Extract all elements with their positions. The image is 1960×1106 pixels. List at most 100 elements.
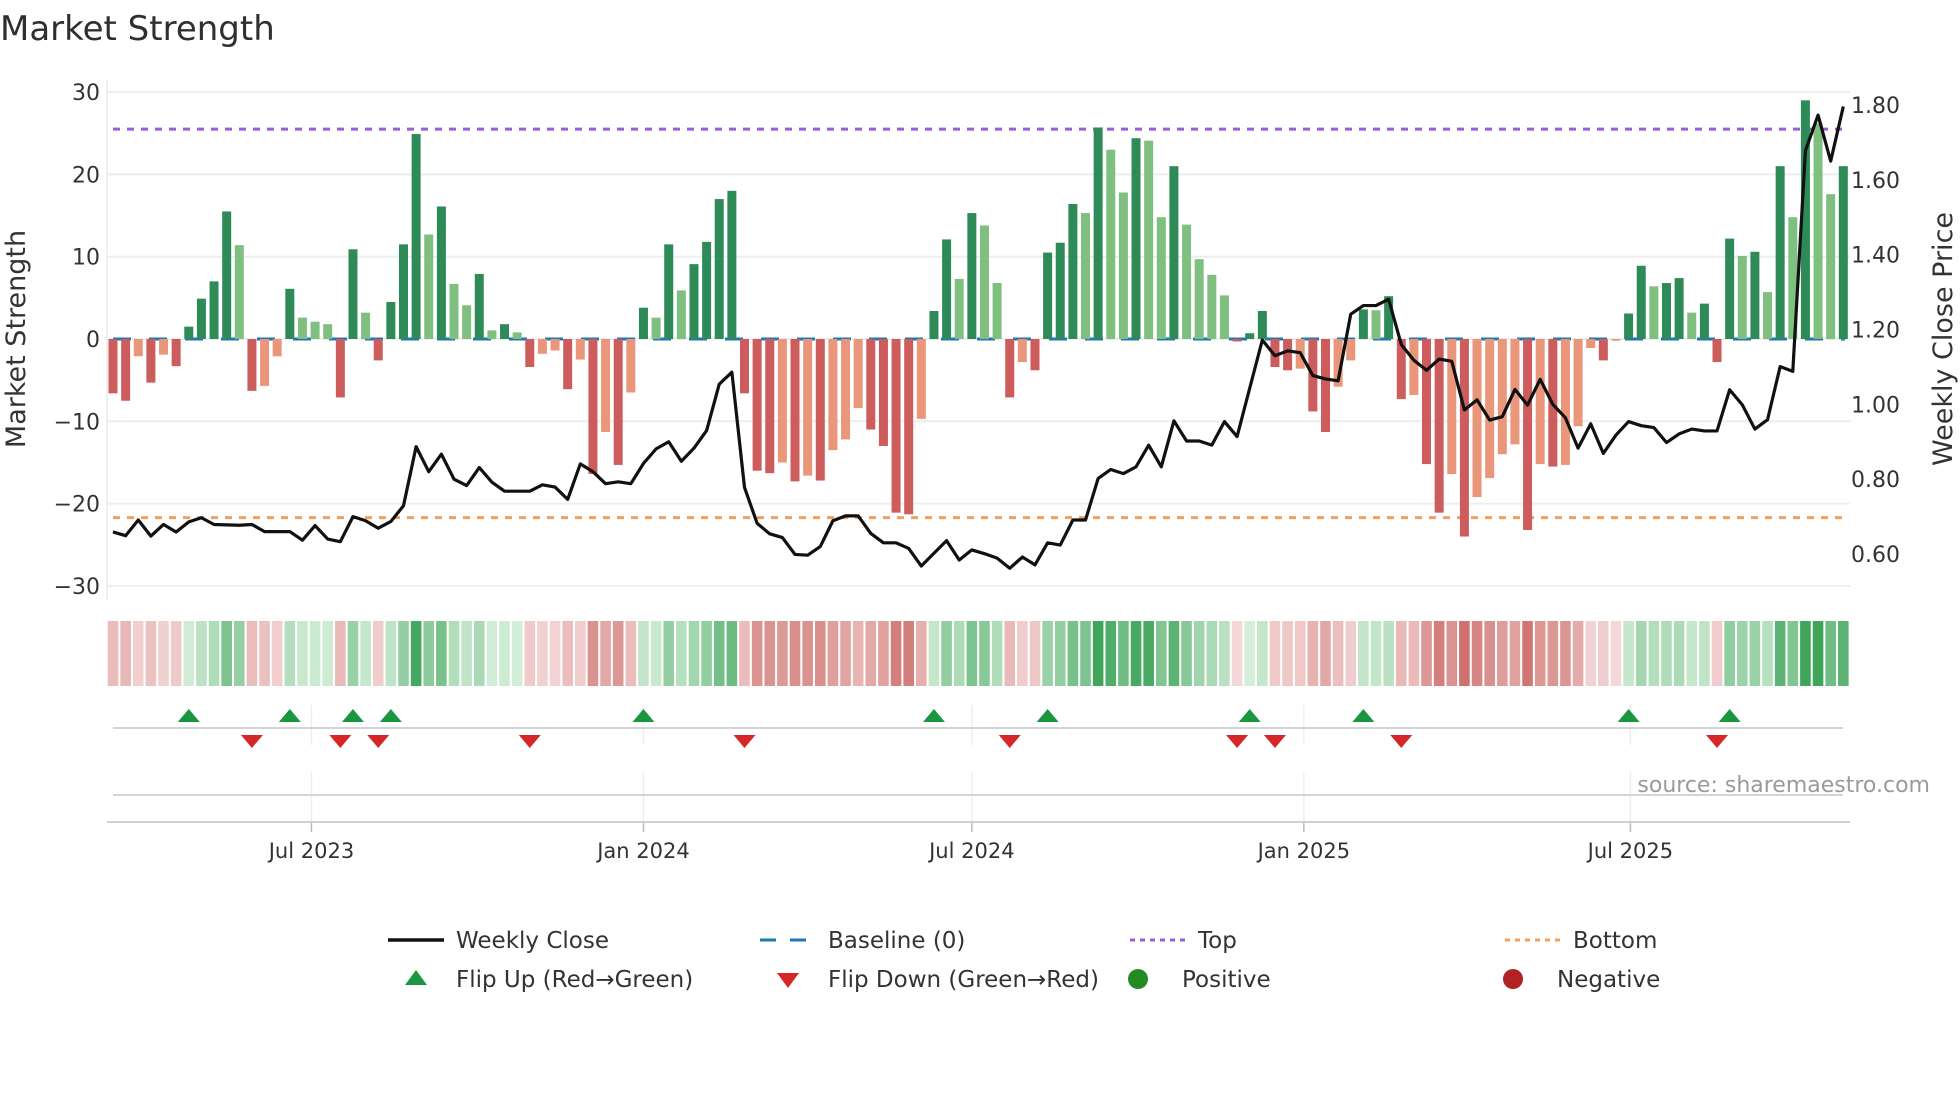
strength-cell — [802, 621, 813, 686]
strength-cell — [1092, 621, 1104, 686]
strength-cell — [1358, 621, 1369, 686]
strength-cell — [852, 621, 864, 686]
strength-cell — [549, 621, 561, 686]
legend-item-dot-top: Top — [1130, 928, 1237, 954]
strength-bar — [537, 339, 547, 354]
strength-cell — [1067, 621, 1079, 686]
strength-cell — [941, 621, 952, 686]
strength-cell — [158, 621, 169, 686]
strength-cell — [1130, 621, 1142, 686]
flip-up-marker — [1718, 709, 1741, 722]
strength-bar — [1283, 339, 1293, 371]
strength-bar — [1434, 339, 1444, 513]
strength-cell — [309, 621, 321, 686]
strength-bar — [1687, 312, 1697, 339]
strength-bar — [689, 264, 699, 339]
strength-bar — [171, 339, 181, 367]
strength-bar — [1245, 333, 1255, 339]
strength-bar — [108, 339, 118, 394]
strength-bar — [424, 234, 434, 339]
flip-down-marker — [240, 735, 263, 748]
strength-cell — [1787, 621, 1799, 686]
strength-cell — [1572, 621, 1584, 686]
y2-tick-label: 0.80 — [1851, 468, 1900, 493]
strength-cell — [1534, 621, 1546, 686]
strength-bar — [1320, 339, 1330, 432]
strength-bar — [1232, 339, 1242, 342]
strength-bar — [323, 324, 333, 339]
strength-bar — [588, 339, 598, 474]
strength-cell — [587, 621, 599, 686]
flip-up-marker — [1238, 709, 1261, 722]
strength-cell — [1080, 621, 1091, 686]
strength-bar — [942, 239, 952, 339]
strength-bar — [651, 317, 661, 339]
strength-bar — [1560, 339, 1570, 465]
strength-cell — [600, 621, 611, 686]
strength-bar — [1346, 339, 1356, 361]
strength-cell — [966, 621, 978, 686]
strength-bar — [702, 241, 712, 339]
strength-cell — [1509, 621, 1521, 686]
strength-bar — [1093, 127, 1103, 339]
strength-bar — [462, 305, 472, 339]
strength-bar — [664, 244, 674, 339]
strength-cell — [234, 621, 245, 686]
legend-label: Negative — [1557, 967, 1660, 993]
strength-cell — [916, 621, 927, 686]
strength-cell — [423, 621, 435, 686]
legend-item-dash: Baseline (0) — [760, 928, 965, 954]
strength-bar — [1813, 123, 1823, 340]
strength-bar — [1459, 339, 1469, 537]
strength-bar — [1219, 295, 1229, 339]
strength-bar — [601, 339, 611, 432]
strength-bar — [1624, 313, 1634, 339]
strength-bar — [1750, 251, 1760, 339]
strength-bar — [512, 332, 522, 339]
strength-cell — [259, 621, 270, 686]
strength-bar — [487, 330, 497, 339]
strength-bar — [1573, 339, 1583, 427]
y-tick-label: 10 — [72, 246, 100, 271]
flip-down-marker — [1263, 735, 1286, 748]
strength-cell — [1029, 621, 1041, 686]
strength-bar — [866, 339, 876, 430]
strength-bar — [777, 339, 787, 463]
strength-cell — [1105, 621, 1117, 686]
y2-tick-label: 1.40 — [1851, 244, 1900, 269]
chart-title: Market Strength — [0, 9, 275, 49]
strength-cell — [1724, 621, 1735, 686]
strength-bar — [979, 225, 989, 339]
strength-bar — [1788, 217, 1798, 339]
flip-up-marker — [379, 709, 402, 722]
strength-bar — [626, 339, 636, 393]
strength-bar — [133, 339, 143, 357]
flip-up-marker — [1617, 709, 1640, 722]
strength-bar — [891, 339, 901, 513]
strength-bar — [373, 339, 383, 361]
strength-cell — [436, 621, 447, 686]
strength-bar — [247, 339, 257, 391]
strength-bar — [1270, 339, 1280, 367]
strength-cell — [1610, 621, 1622, 686]
strength-cell — [1345, 621, 1357, 686]
strength-cell — [1307, 621, 1319, 686]
strength-cell — [1686, 621, 1698, 686]
strength-cell — [297, 621, 308, 686]
flip-down-marker — [329, 735, 352, 748]
strength-cell — [1206, 621, 1218, 686]
strength-cell — [511, 621, 523, 686]
strength-bar — [714, 199, 724, 339]
y2-tick-label: 1.00 — [1851, 393, 1900, 418]
legend-label: Flip Up (Red→Green) — [456, 967, 693, 993]
strength-cell — [347, 621, 359, 686]
strength-bar — [361, 312, 371, 339]
legend-circle-icon — [1503, 969, 1523, 989]
strength-cell — [1257, 621, 1268, 686]
x-tick-label: Jul 2024 — [927, 839, 1014, 863]
strength-bar — [449, 283, 459, 339]
strength-cell — [1762, 621, 1773, 686]
strength-bar — [1472, 339, 1482, 498]
strength-cell — [1812, 621, 1824, 686]
strength-bars — [108, 100, 1848, 537]
